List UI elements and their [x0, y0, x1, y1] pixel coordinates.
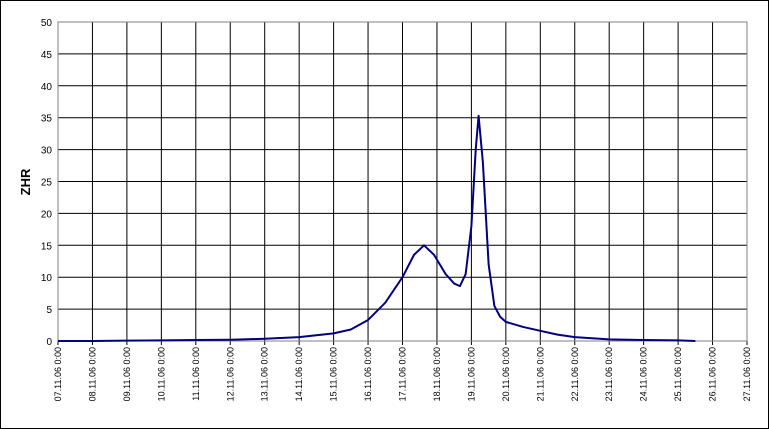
x-tick-label: 13.11.06 0:00	[260, 347, 270, 401]
x-tick-label: 21.11.06 0:00	[535, 347, 545, 401]
y-tick-label: 20	[41, 209, 53, 220]
x-tick-label: 17.11.06 0:00	[398, 347, 408, 401]
x-tick-label: 22.11.06 0:00	[570, 347, 580, 401]
x-tick-label: 09.11.06 0:00	[122, 347, 132, 401]
y-tick-label: 10	[41, 273, 53, 284]
y-tick-label: 50	[41, 18, 53, 29]
x-tick-label: 26.11.06 0:00	[708, 347, 718, 401]
y-tick-label: 30	[41, 146, 53, 157]
x-tick-label: 15.11.06 0:00	[329, 347, 339, 401]
y-tick-label: 15	[41, 241, 53, 252]
x-tick-label: 12.11.06 0:00	[225, 347, 235, 401]
x-tick-label: 19.11.06 0:00	[466, 347, 476, 401]
y-tick-label: 40	[41, 82, 53, 93]
y-tick-label: 0	[46, 337, 52, 348]
x-tick-label: 16.11.06 0:00	[363, 347, 373, 401]
y-tick-label: 25	[41, 178, 53, 189]
y-axis-label: ZHR	[18, 168, 33, 195]
data-line	[58, 114, 696, 342]
x-tick-label: 07.11.06 0:00	[53, 347, 63, 401]
x-tick-label: 25.11.06 0:00	[673, 347, 683, 401]
x-tick-label: 10.11.06 0:00	[156, 347, 166, 401]
x-tick-label: 20.11.06 0:00	[501, 347, 511, 401]
x-tick-label: 08.11.06 0:00	[87, 347, 97, 401]
plot-border	[57, 21, 748, 342]
x-tick-label: 27.11.06 0:00	[742, 347, 752, 401]
x-tick-label: 24.11.06 0:00	[639, 347, 649, 401]
x-tick-label: 18.11.06 0:00	[432, 347, 442, 401]
x-tick-label: 11.11.06 0:00	[191, 347, 201, 401]
y-tick-label: 45	[41, 50, 53, 61]
y-tick-label: 35	[41, 114, 53, 125]
x-tick-label: 23.11.06 0:00	[604, 347, 614, 401]
x-tick-label: 14.11.06 0:00	[294, 347, 304, 401]
y-tick-label: 5	[46, 305, 52, 316]
